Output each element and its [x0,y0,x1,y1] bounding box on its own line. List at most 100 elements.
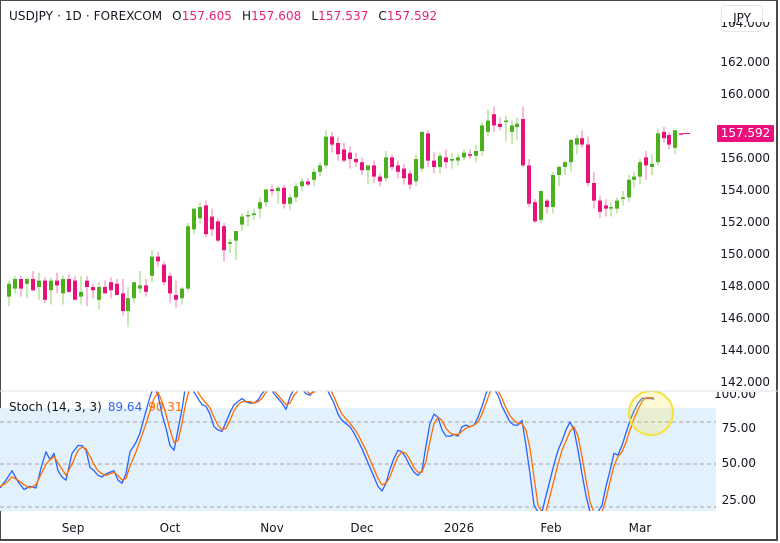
candle-up [126,287,130,327]
candle-up [462,149,466,161]
candle-down [498,117,502,131]
candle-up [438,152,442,174]
price-axis-label: 156.000 [720,151,770,165]
candle-up [609,202,613,217]
candle-up [246,210,250,227]
candle-down [679,133,683,135]
candle-up [480,122,484,156]
candle-down [354,152,358,167]
symbol-title[interactable]: USDJPY · 1D · FOREXCOM [9,9,163,23]
candle-down [222,223,226,262]
candle-down [43,277,47,303]
candle-up [656,128,660,166]
price-axis-label: 152.000 [720,215,770,229]
candle-down [468,149,472,159]
high-label: H [241,9,252,23]
candle-up [366,165,370,185]
stoch-d-value: 90.31 [148,400,183,414]
candle-up [486,109,490,137]
open-value: 157.605 [181,9,233,23]
candle-up [228,239,232,254]
candle-up [186,223,190,292]
time-axis-label: Sep [61,521,85,535]
candle-up [621,191,625,206]
candle-down [91,283,95,299]
candle-down [109,277,113,299]
candle-down [527,159,531,207]
candle-down [19,275,23,297]
candle-up [575,135,579,155]
price-axis-label: 144.000 [720,343,770,357]
candle-down [144,279,148,297]
price-pane[interactable] [0,0,716,392]
candle-down [586,136,590,187]
stoch-axis-label: 25.00 [721,493,756,507]
candle-up [252,208,256,220]
candle-down [174,280,178,308]
price-axis-label: 154.000 [720,183,770,197]
candle-up [318,162,322,177]
candle-up [324,130,328,169]
candle-up [474,144,478,163]
candle-down [592,171,596,209]
candle-down [306,178,310,187]
price-axis-label: 146.000 [720,311,770,325]
symbol-legend: USDJPY · 1D · FOREXCOM O157.605 H157.608… [9,9,437,23]
candle-down [378,173,382,187]
candle-up [37,272,41,300]
candle-up [25,277,29,299]
candle-up [192,208,196,235]
time-axis-label: Oct [159,521,181,535]
time-axis-label: 2026 [443,521,475,535]
price-axis-label: 160.000 [720,87,770,101]
candle-up [264,189,268,207]
candle-up [97,282,101,310]
candle-down [662,127,666,143]
candle-down [216,218,220,243]
candle-down [598,195,602,219]
time-axis-label: Dec [350,521,374,535]
candle-up [673,130,677,155]
stoch-d-line [0,391,655,511]
close-value: 157.592 [386,9,438,23]
candle-down [342,143,346,163]
candle-down [282,184,286,209]
candle-down [204,200,208,238]
time-axis-label: Feb [540,521,562,535]
candle-down [580,130,584,148]
candle-up [198,202,202,223]
candle-down [103,280,107,294]
stoch-pane[interactable] [0,391,716,511]
candle-up [539,191,543,223]
candle-down [492,106,496,132]
last-price-tag: 157.592 [717,125,774,142]
candle-down [604,199,608,217]
candle-down [162,261,166,286]
candle-down [348,146,352,169]
candle-up [288,194,292,211]
candle-up [258,197,262,219]
candle-up [569,139,573,172]
candle-down [521,106,525,167]
candle-down [55,272,59,294]
pane-separator[interactable] [0,390,780,392]
candle-up [276,186,280,204]
stoch-axis-label: 50.00 [721,456,756,470]
candle-down [533,199,537,223]
candle-up [132,282,136,303]
candle-down [115,279,119,295]
candle-down [408,170,412,190]
candle-up [7,280,11,307]
currency-button[interactable]: JPY [721,5,763,32]
candle-down [85,275,89,307]
candle-down [426,130,430,167]
price-axis-label: 148.000 [720,279,770,293]
candle-up [615,197,619,214]
candle-down [432,152,436,174]
candle-up [150,250,154,283]
candle-down [396,160,400,179]
candle-down [644,151,648,180]
candle-down [121,279,125,316]
stoch-title[interactable]: Stoch (14, 3, 3) [9,400,102,414]
